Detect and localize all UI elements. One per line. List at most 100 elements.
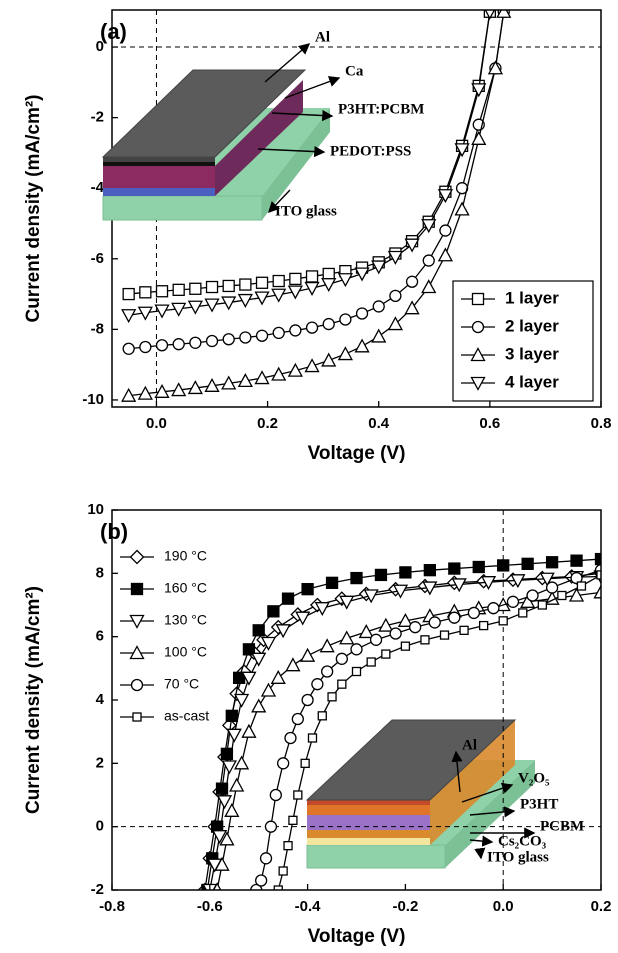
y-axis-title: Current density (mA/cm²) [23,586,44,814]
x-tick-label: 0.0 [493,898,514,915]
marker [439,224,452,237]
x-tick-label: 0.0 [146,415,167,432]
inset-arrow [268,189,291,214]
marker [471,130,487,145]
marker [321,665,334,678]
marker [269,788,282,802]
marker [300,647,316,662]
inset-label: Ca [345,63,364,79]
legend-label: as-cast [164,708,209,724]
marker [311,678,324,691]
marker [576,581,587,591]
marker [293,790,303,800]
legend-label: 160 °C [164,580,207,596]
marker [381,649,391,659]
marker [545,581,559,594]
marker [487,602,500,615]
y-tick-label: 0 [96,818,104,835]
marker [510,574,526,589]
marker [139,340,152,354]
marker [389,627,402,640]
marker [307,733,318,743]
marker [389,289,402,302]
marker [254,291,270,306]
marker [137,385,153,400]
marker [354,338,370,353]
marker [252,624,265,637]
marker [232,671,246,684]
marker [226,728,242,743]
marker [480,576,497,591]
inset-arrow [474,847,486,860]
inset-label: PEDOT:PSS [330,143,411,159]
marker [275,624,291,639]
marker [233,693,250,708]
legend-marker [471,292,485,306]
y-axis-title: Current density (mA/cm²) [23,94,44,322]
marker [317,711,327,721]
marker [339,630,355,645]
marker [327,692,337,702]
marker [205,334,219,348]
legend-marker [471,320,485,334]
marker [351,666,362,677]
marker [154,383,170,398]
marker [289,272,302,286]
marker [172,283,185,296]
marker [254,874,268,887]
marker [285,657,301,672]
marker [487,60,504,75]
marker [537,600,547,610]
marker [506,595,520,608]
marker [322,267,335,281]
marker [216,795,233,810]
y-tick-label: -6 [91,250,104,267]
marker [399,566,412,579]
x-tick-label: 0.8 [591,415,612,432]
marker [254,370,270,385]
legend-label: 70 °C [164,676,199,692]
inset-label: ITO glass [275,203,337,219]
marker [251,698,267,713]
x-axis-title: Voltage (V) [308,443,406,464]
marker [276,757,290,770]
legend-marker [129,549,145,565]
marker [291,712,304,726]
marker [171,302,187,317]
marker [420,635,430,645]
marker [304,358,320,373]
marker [301,693,314,707]
marker [518,608,528,618]
marker [241,723,257,738]
inset-label: Al [315,29,330,45]
marker [241,671,257,686]
legend-label: 100 °C [164,644,207,660]
marker [335,652,348,665]
marker [272,274,285,288]
inset-label: P3HT [520,796,558,812]
marker [221,760,237,775]
marker [121,387,137,402]
marker [478,620,489,631]
marker [472,560,485,574]
legend-label: 1 layer [505,288,559,307]
plot-area [121,10,512,402]
marker [314,602,330,617]
inset-arrow [284,76,341,99]
y-tick-label: 2 [96,754,104,771]
marker [568,587,585,602]
panel-label: (b) [100,519,128,544]
marker [439,630,450,640]
marker [321,278,337,293]
marker [122,342,135,355]
marker [215,782,229,795]
marker [471,83,487,98]
marker [295,611,311,626]
marker [422,254,435,267]
marker [204,298,220,313]
marker [354,267,370,282]
marker [498,616,508,626]
inset-label: V₂O₅ [518,770,550,786]
marker [287,285,303,300]
legend-marker [132,712,142,722]
